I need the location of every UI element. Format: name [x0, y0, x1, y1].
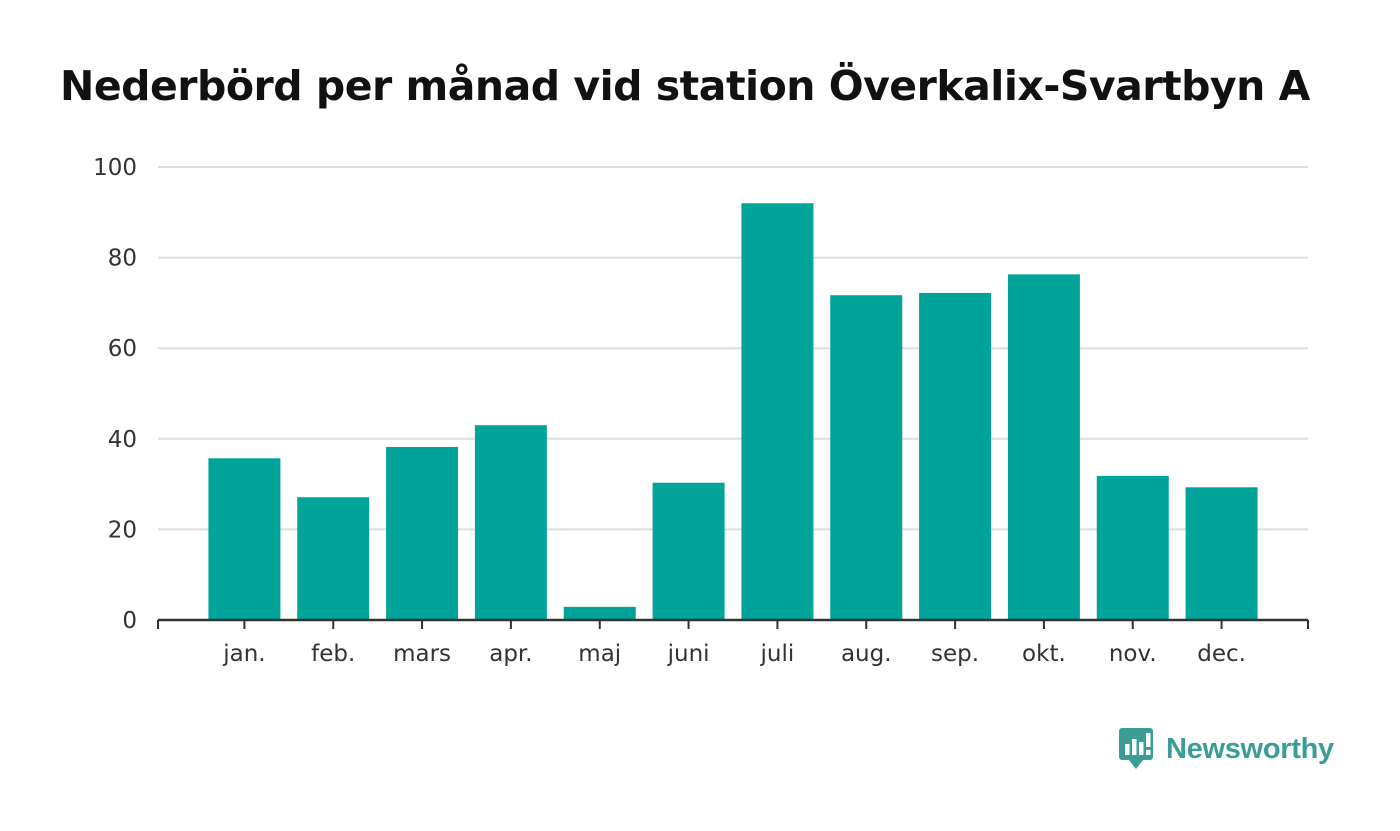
brand-name: Newsworthy	[1166, 732, 1334, 765]
chart-title: Nederbörd per månad vid station Överkali…	[60, 62, 1310, 110]
bar-mars	[386, 446, 459, 620]
y-tick-label: 40	[108, 427, 137, 453]
x-tick-label: mars	[393, 641, 451, 667]
x-tick-labels: jan. feb. mars apr. maj juni juli aug. sep. okt. n…	[222, 641, 1246, 667]
brand-logo-lockup: Newsworthy	[1118, 727, 1334, 771]
bar-feb	[297, 497, 370, 620]
newsworthy-logo-icon	[1119, 728, 1153, 769]
y-tick-label: 20	[108, 517, 137, 543]
y-tick-label: 80	[108, 246, 137, 272]
x-tick-label: dec.	[1197, 641, 1246, 667]
bar-aug	[830, 295, 903, 620]
x-tick-label: okt.	[1022, 641, 1066, 667]
x-tick-label: jan.	[222, 641, 265, 667]
bar-maj	[563, 606, 636, 620]
grid-lines	[158, 166, 1308, 531]
bar-juni	[652, 482, 725, 620]
bar-dec	[1185, 487, 1258, 620]
bars	[208, 203, 1258, 621]
x-tick-label: apr.	[489, 641, 532, 667]
bar-nov	[1096, 475, 1169, 620]
x-tick-label: feb.	[311, 641, 355, 667]
y-tick-labels: 0 20 40 60 80 100	[93, 155, 137, 634]
y-tick-label: 0	[122, 608, 137, 634]
y-tick-label: 60	[108, 336, 137, 362]
x-tick-label: nov.	[1109, 641, 1157, 667]
x-tick-label: aug.	[841, 641, 892, 667]
bar-juli	[741, 203, 814, 621]
x-tick-label: juli	[760, 641, 795, 667]
bar-apr	[474, 425, 547, 620]
bar-sep	[919, 292, 992, 620]
x-tick-label: juni	[667, 641, 710, 667]
x-axis	[157, 618, 1309, 629]
x-tick-label: maj	[578, 641, 621, 667]
y-tick-label: 100	[93, 155, 137, 181]
bar-jan	[208, 458, 281, 620]
bar-okt	[1007, 274, 1080, 620]
x-tick-label: sep.	[931, 641, 979, 667]
